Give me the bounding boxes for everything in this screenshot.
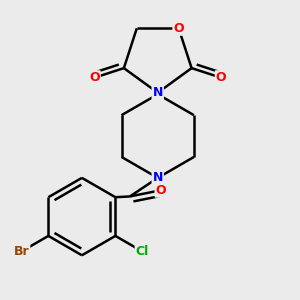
Text: O: O	[216, 71, 226, 84]
Text: O: O	[173, 22, 184, 35]
Text: O: O	[155, 184, 166, 197]
Text: Cl: Cl	[136, 245, 149, 258]
Text: O: O	[89, 71, 100, 84]
Text: N: N	[153, 86, 163, 99]
Text: N: N	[153, 171, 163, 184]
Text: Br: Br	[14, 245, 29, 258]
